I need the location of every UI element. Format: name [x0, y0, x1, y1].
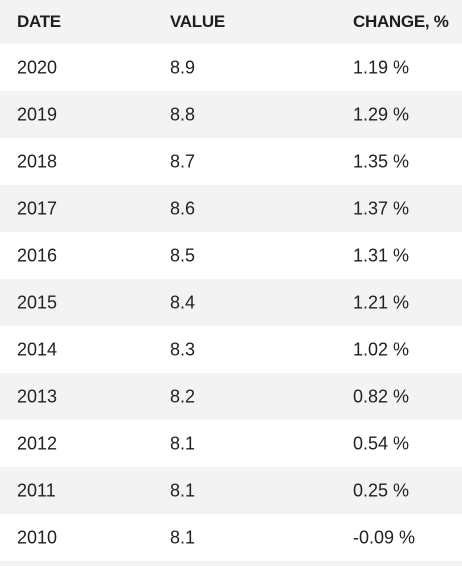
table-row: 2019 8.8 1.29 % [0, 91, 462, 138]
value-cell: 8.3 [170, 339, 196, 359]
change-cell: 1.21 % [353, 292, 410, 312]
column-header-date[interactable]: DATE [17, 12, 61, 31]
table-header-row: DATE VALUE CHANGE, % [0, 0, 462, 44]
table-row: 2010 8.1 -0.09 % [0, 514, 462, 561]
table-row: 2015 8.4 1.21 % [0, 279, 462, 326]
change-cell: 1.31 % [353, 245, 410, 265]
table-row: 2016 8.5 1.31 % [0, 232, 462, 279]
table-row: 2014 8.3 1.02 % [0, 326, 462, 373]
value-cell: 8.1 [170, 480, 196, 500]
change-cell: -0.09 % [353, 527, 416, 547]
date-cell: 2015 [17, 292, 58, 312]
change-cell: 1.37 % [353, 198, 410, 218]
value-cell: 8.4 [170, 292, 196, 312]
date-cell: 2019 [17, 104, 58, 124]
change-cell: 1.02 % [353, 339, 410, 359]
date-cell: 2016 [17, 245, 58, 265]
column-header-value[interactable]: VALUE [170, 12, 225, 31]
table-row: 2012 8.1 0.54 % [0, 420, 462, 467]
table-row: 2020 8.9 1.19 % [0, 44, 462, 91]
value-cell: 8.9 [170, 57, 196, 77]
change-cell: 0.25 % [353, 480, 410, 500]
table-row: 2013 8.2 0.82 % [0, 373, 462, 420]
table-row: 2017 8.6 1.37 % [0, 185, 462, 232]
date-cell: 2011 [17, 480, 56, 500]
column-header-change[interactable]: CHANGE, % [353, 12, 449, 31]
date-cell: 2014 [17, 339, 58, 359]
change-cell: 0.54 % [353, 433, 410, 453]
change-cell: 0.82 % [353, 386, 410, 406]
value-cell: 8.2 [170, 386, 196, 406]
value-cell: 8.8 [170, 104, 196, 124]
date-cell: 2017 [17, 198, 58, 218]
value-cell: 8.1 [170, 527, 196, 547]
value-cell: 8.6 [170, 198, 196, 218]
change-cell: 1.29 % [353, 104, 410, 124]
value-cell: 8.7 [170, 151, 196, 171]
date-cell: 2012 [17, 433, 58, 453]
date-cell: 2013 [17, 386, 58, 406]
table-row: 2011 8.1 0.25 % [0, 467, 462, 514]
date-cell: 2018 [17, 151, 58, 171]
value-cell: 8.5 [170, 245, 196, 265]
value-cell: 8.1 [170, 433, 196, 453]
change-cell: 1.35 % [353, 151, 410, 171]
change-cell: 1.19 % [353, 57, 410, 77]
table-row: 2018 8.7 1.35 % [0, 138, 462, 185]
date-cell: 2010 [17, 527, 58, 547]
table-footer-stripe [0, 561, 462, 566]
date-cell: 2020 [17, 57, 58, 77]
